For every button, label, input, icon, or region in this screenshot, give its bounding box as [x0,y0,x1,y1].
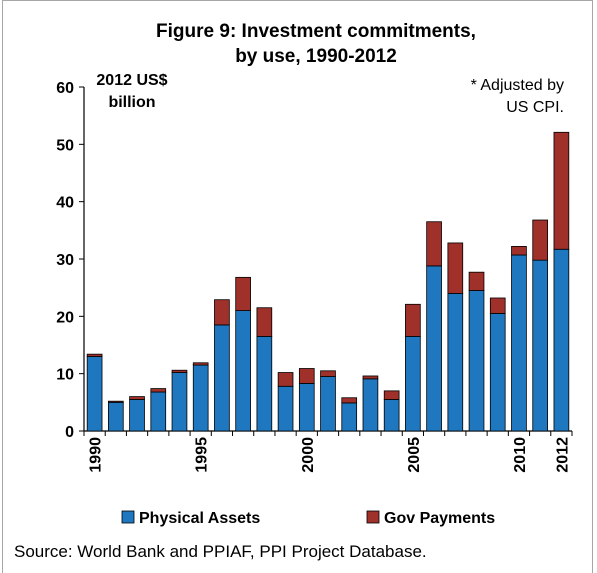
bar-physical-assets-2007 [447,292,464,432]
source-note: Source: World Bank and PPIAF, PPI Projec… [14,542,427,561]
bar-gov-payments-1996 [214,299,230,326]
bar-gov-payments-1997 [235,276,251,312]
y-tick-label: 20 [56,309,74,326]
bar-gov-payments-2007 [447,242,464,294]
note-line-1: * Adjusted by [471,77,564,94]
bar-physical-assets-1995 [192,364,209,432]
bar-physical-assets-1991 [108,401,124,432]
x-tick-label-1990: 1990 [88,437,105,473]
x-tick-label-1995: 1995 [194,437,211,473]
x-tick-label-2010: 2010 [512,437,529,473]
legend: Physical Assets Gov Payments [121,510,495,527]
x-tick-labels: 1990 1995 2000 2005 2010 2012 [88,437,572,473]
bar-physical-assets-1994 [171,372,188,432]
bar-physical-assets-2004 [383,399,400,432]
bar-gov-payments-1992 [129,396,145,400]
bar-gov-payments-1990 [86,353,103,357]
bar-physical-assets-2001 [320,376,336,432]
bar-gov-payments-2002 [341,397,358,404]
bar-physical-assets-1992 [129,399,145,432]
bar-physical-assets-1998 [256,335,273,432]
bar-gov-payments-2010 [511,245,527,256]
bar-physical-assets-1999 [277,385,294,432]
bar-physical-assets-2005 [405,335,421,432]
bar-gov-payments-2009 [489,297,506,314]
bar-gov-payments-2011 [532,219,548,261]
y-tick-label: 0 [65,424,74,441]
y-tick-labels: 0 10 20 30 40 50 60 [56,80,74,441]
x-tick-label-2012: 2012 [554,437,571,473]
bar-gov-payments-2004 [383,390,400,400]
y-tick-label: 60 [56,80,74,97]
bar-physical-assets-2011 [532,259,548,432]
bar-physical-assets-1990 [86,356,103,432]
bar-gov-payments-2006 [426,221,442,267]
legend-label-gov-payments: Gov Payments [384,510,495,527]
bar-gov-payments-1995 [192,362,209,366]
bar-gov-payments-2001 [320,370,336,377]
bar-physical-assets-2010 [511,254,527,432]
bars [86,131,570,432]
chart-title-line-1: Figure 9: Investment commitments, [156,21,476,42]
bar-physical-assets-2012 [553,248,570,432]
y-tick-label: 30 [56,252,74,269]
bar-gov-payments-2000 [298,368,315,384]
unit-label-line-2: billion [108,94,155,111]
bar-gov-payments-1998 [256,307,273,337]
bar-gov-payments-1999 [277,372,294,387]
y-tick-label: 10 [56,367,74,384]
bar-physical-assets-2009 [489,313,506,432]
bar-gov-payments-2003 [362,375,379,380]
y-tick-label: 50 [56,137,74,154]
bar-physical-assets-2002 [341,402,358,432]
bar-physical-assets-1996 [214,324,230,432]
bar-physical-assets-2006 [426,265,442,432]
bar-gov-payments-2005 [405,303,421,337]
x-tick-label-2005: 2005 [406,437,423,473]
bar-physical-assets-2003 [362,378,379,432]
bar-gov-payments-1994 [171,369,188,373]
legend-swatch-physical-assets [121,510,135,524]
legend-swatch-gov-payments [366,510,380,524]
bar-gov-payments-1991 [108,400,124,403]
y-tick-label: 40 [56,195,74,212]
bar-physical-assets-1997 [235,310,251,432]
bar-gov-payments-2008 [468,271,485,291]
note-line-2: US CPI. [506,99,564,116]
x-tick-label-2000: 2000 [300,437,317,473]
bar-gov-payments-2012 [553,131,570,250]
bar-gov-payments-1993 [150,388,167,393]
bar-physical-assets-2008 [468,290,485,432]
bar-physical-assets-2000 [298,383,315,432]
chart-title-line-2: by use, 1990-2012 [235,46,397,67]
unit-label-line-1: 2012 US$ [96,72,167,89]
bar-physical-assets-1993 [150,391,167,432]
legend-label-physical-assets: Physical Assets [139,510,260,527]
